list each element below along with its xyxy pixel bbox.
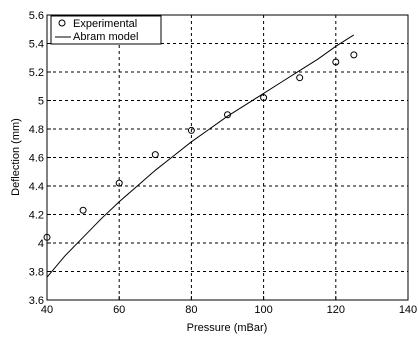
axis-ticks: 40 60 80 100 120 140 3.6 3.8 4 4.2 4.4 4.6 4.8 5 5.2 5.…: [29, 10, 417, 316]
x-axis-label: Pressure (mBar): [187, 322, 268, 334]
x-tick-label: 100: [254, 304, 272, 316]
legend: Experimental Abram model: [50, 15, 162, 45]
legend-box: [50, 15, 162, 45]
x-tick-label: 140: [399, 304, 417, 316]
legend-label-experimental: Experimental: [73, 18, 137, 30]
x-tick-label: 120: [327, 304, 345, 316]
y-tick-label: 4.2: [29, 210, 44, 222]
legend-marker-experimental: [58, 19, 66, 27]
y-tick-label: 5.4: [29, 39, 44, 51]
y-tick-label: 5.6: [29, 10, 44, 22]
y-tick-label: 5.2: [29, 67, 44, 79]
data-point-experimental: [79, 206, 87, 214]
x-tick-label: 60: [113, 304, 125, 316]
data-point-experimental: [151, 151, 159, 159]
y-tick-label: 3.6: [29, 295, 44, 307]
x-tick-label: 40: [41, 304, 53, 316]
data-point-experimental: [115, 179, 123, 187]
y-tick-label: 5: [38, 96, 44, 108]
data-point-experimental: [350, 51, 358, 59]
y-tick-label: 4.8: [29, 124, 44, 136]
series-layer: [43, 34, 358, 278]
y-tick-label: 3.8: [29, 267, 44, 279]
x-tick-label: 80: [185, 304, 197, 316]
data-point-experimental: [332, 58, 340, 66]
data-point-experimental: [43, 233, 51, 241]
data-point-experimental: [296, 74, 304, 82]
series-line-abram-model: [46, 34, 355, 278]
y-tick-label: 4.6: [29, 153, 44, 165]
y-axis-label: Deflection (mm): [10, 118, 22, 196]
legend-label-abram-model: Abram model: [73, 31, 138, 43]
y-tick-label: 4: [38, 238, 44, 250]
data-point-experimental: [260, 94, 268, 102]
data-point-experimental: [187, 126, 195, 134]
y-tick-label: 4.4: [29, 181, 44, 193]
